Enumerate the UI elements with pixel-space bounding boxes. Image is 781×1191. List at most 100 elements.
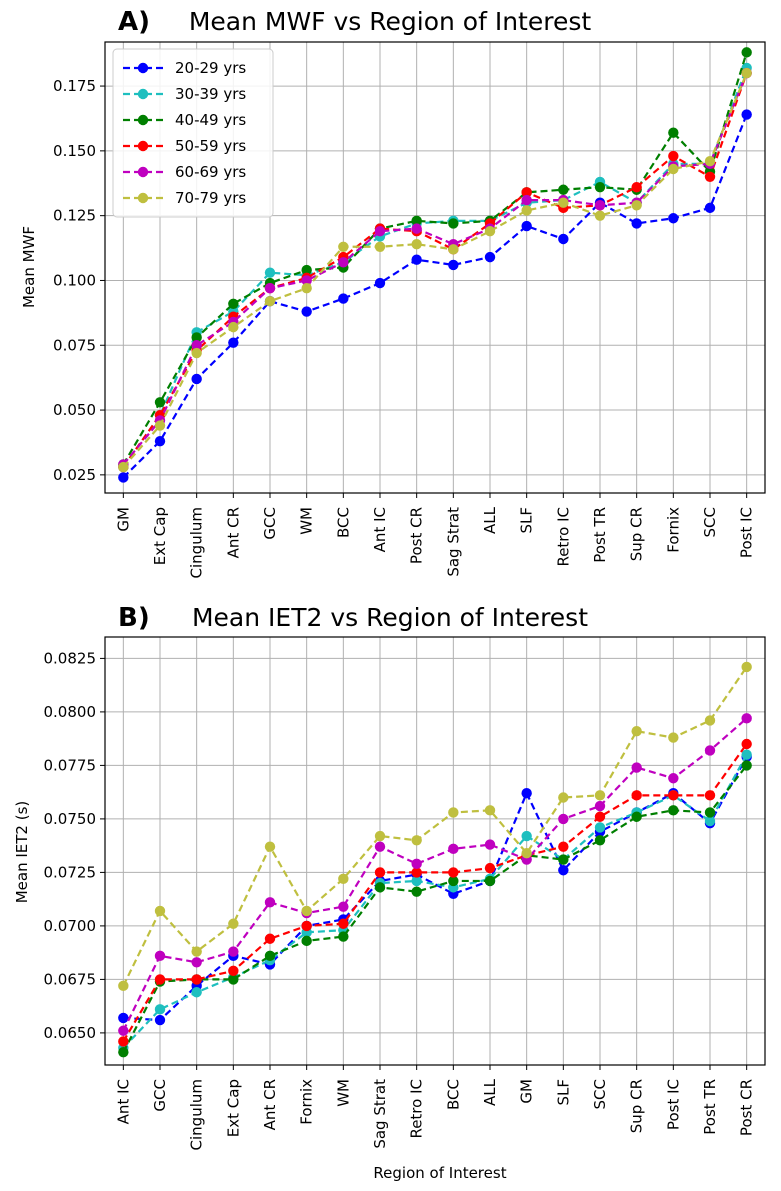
data-point <box>631 762 642 773</box>
series-line <box>122 52 748 466</box>
data-point <box>228 298 239 309</box>
data-point <box>264 841 276 852</box>
series-line <box>122 743 748 1043</box>
panel-b-iet2-chart: B) Mean IET2 vs Region of Interest Mean … <box>13 603 766 1182</box>
data-point <box>594 210 606 221</box>
x-tick-label-post-cr: Post CR <box>738 1079 756 1136</box>
legend-swatch-marker <box>137 114 149 126</box>
panel-a-y-axis-label: Mean MWF <box>20 226 38 308</box>
panel-a-legend: 20-29 yrs 30-39 yrs 40-49 yrs 50-59 yrs 60-6… <box>112 48 274 218</box>
data-point <box>704 815 716 827</box>
data-point <box>448 867 459 878</box>
x-tick-label-wm: WM <box>298 507 316 535</box>
legend-entry-30-39-yrs: 30-39 yrs <box>123 85 246 103</box>
x-tick-label-sup-cr: Sup CR <box>628 1079 646 1133</box>
data-point <box>228 946 239 957</box>
data-point <box>411 858 422 870</box>
panel-a-mwf-chart: A) Mean MWF vs Region of Interest Mean M… <box>20 7 766 578</box>
data-point <box>484 862 496 874</box>
data-point <box>484 805 496 816</box>
data-point <box>521 187 532 198</box>
data-point <box>741 47 752 58</box>
x-tick-label-bcc: BCC <box>444 1079 462 1110</box>
data-point <box>191 340 202 351</box>
data-point <box>448 259 459 271</box>
series-20-29-yrs <box>118 109 752 483</box>
panel-b-x-axis-label: Region of Interest <box>373 1164 506 1182</box>
series-50-59-yrs <box>118 738 752 1047</box>
legend-entry-70-79-yrs: 70-79 yrs <box>123 189 246 207</box>
legend-label: 60-69 yrs <box>175 163 246 181</box>
x-tick-label-cingulum: Cingulum <box>188 1079 206 1150</box>
y-tick-label: 0.0800 <box>44 703 97 721</box>
data-point <box>411 238 422 250</box>
data-point <box>704 715 716 726</box>
x-tick-label-sup-cr: Sup CR <box>628 507 646 561</box>
data-point <box>704 156 716 167</box>
data-point <box>594 181 606 193</box>
data-point <box>154 1004 166 1015</box>
panel-a-y-ticks: 0.025 0.050 0.075 0.100 0.125 0.150 0.175 <box>53 77 105 484</box>
data-point <box>484 839 496 850</box>
legend-label: 70-79 yrs <box>175 189 246 207</box>
data-point <box>301 275 312 286</box>
data-point <box>338 241 349 252</box>
legend-label: 20-29 yrs <box>175 59 246 77</box>
legend-entry-50-59-yrs: 50-59 yrs <box>123 137 246 155</box>
data-point <box>338 918 349 929</box>
x-tick-label-ant-ic: Ant IC <box>114 1079 132 1124</box>
series-line <box>122 666 748 987</box>
data-point <box>228 321 239 333</box>
data-point <box>411 254 422 265</box>
x-tick-label-ant-ic: Ant IC <box>371 507 389 552</box>
x-tick-label-gcc: GCC <box>151 1079 169 1112</box>
data-point <box>668 773 679 784</box>
panel-b-series <box>118 661 752 1058</box>
data-point <box>338 257 349 268</box>
data-point <box>631 218 642 229</box>
panel-a-plot-frame <box>104 41 766 494</box>
x-tick-label-gm: GM <box>518 1079 536 1104</box>
data-point <box>154 435 166 447</box>
series-line <box>122 754 748 1049</box>
x-tick-label-cingulum: Cingulum <box>188 507 206 578</box>
y-tick-label: 0.175 <box>53 77 96 95</box>
x-tick-label-all: ALL <box>481 506 499 534</box>
x-tick-label-ext-cap: Ext Cap <box>151 507 169 565</box>
data-point <box>704 745 716 756</box>
data-point <box>558 841 569 852</box>
panel-b-title: Mean IET2 vs Region of Interest <box>192 603 588 632</box>
data-point <box>264 933 276 944</box>
legend-label: 40-49 yrs <box>175 111 246 129</box>
data-point <box>704 807 716 818</box>
x-tick-label-ant-cr: Ant CR <box>261 1079 279 1130</box>
x-tick-label-post-ic: Post IC <box>738 507 756 558</box>
panel-b-y-ticks: 0.0650 0.0675 0.0700 0.0725 0.0750 0.0775 0.08… <box>44 649 105 1042</box>
data-point <box>558 184 569 195</box>
data-point <box>411 215 422 227</box>
data-point <box>631 811 642 822</box>
data-point <box>741 713 752 724</box>
data-point <box>741 109 752 120</box>
y-tick-label: 0.0650 <box>44 1024 97 1042</box>
data-point <box>594 200 606 211</box>
data-point <box>191 957 202 968</box>
series-40-49-yrs <box>118 760 752 1058</box>
data-point <box>668 150 679 162</box>
data-point <box>594 800 606 812</box>
data-point <box>228 974 239 985</box>
data-point <box>374 882 386 893</box>
x-tick-label-sag-strat: Sag Strat <box>444 507 462 577</box>
data-point <box>558 792 569 803</box>
data-point <box>668 732 679 743</box>
data-point <box>338 931 349 942</box>
y-tick-label: 0.125 <box>53 207 96 225</box>
data-point <box>448 218 459 229</box>
y-tick-label: 0.150 <box>53 142 96 160</box>
data-point <box>118 472 129 483</box>
data-point <box>521 194 532 206</box>
data-point <box>228 918 239 929</box>
data-point <box>484 875 496 887</box>
data-point <box>594 790 606 801</box>
data-point <box>741 749 752 760</box>
